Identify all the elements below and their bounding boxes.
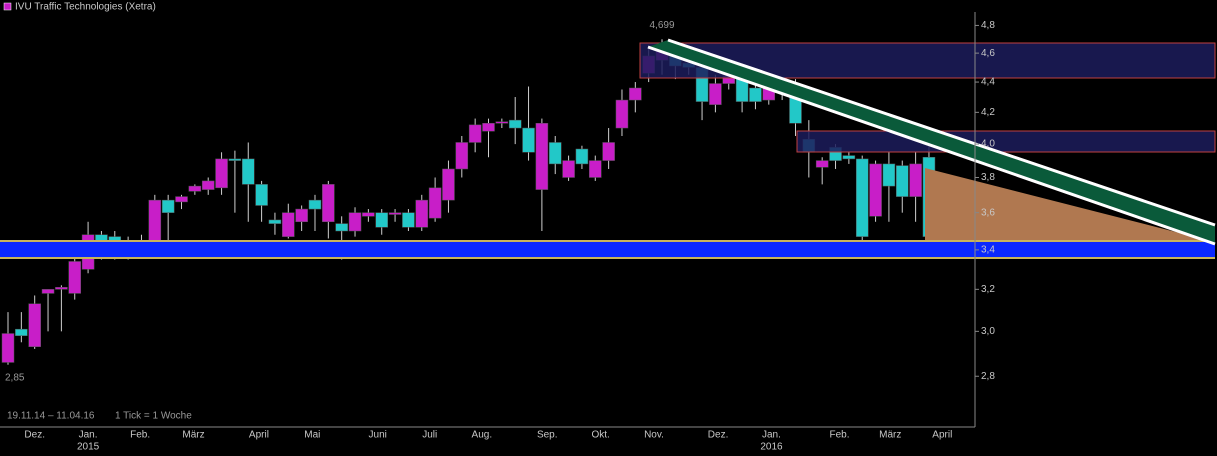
candle-body [335, 223, 348, 232]
candle-body [28, 303, 41, 347]
overlays [0, 38, 1216, 259]
candle-body [362, 212, 375, 217]
candle-body [215, 158, 228, 189]
candle-body [295, 208, 308, 223]
candle-body [575, 148, 589, 165]
chart-title: IVU Traffic Technologies (Xetra) [15, 2, 156, 13]
trend-channel [648, 40, 1215, 244]
candle-body [308, 199, 322, 210]
y-tick-label: 3,8 [981, 172, 995, 183]
candle-body [855, 158, 869, 237]
x-tick-label: März [879, 430, 901, 441]
candle-body [161, 199, 175, 213]
x-tick-label: Juli [422, 430, 437, 441]
candle-body [896, 165, 909, 197]
x-tick-label: April [932, 430, 952, 441]
candle-body [375, 212, 388, 228]
y-tick-label: 4,4 [981, 77, 995, 88]
y-tick-label: 4,2 [981, 107, 995, 118]
candle-body [468, 124, 482, 143]
y-tick-label: 3,6 [981, 207, 995, 218]
annotation: 4,699 [649, 20, 674, 31]
legend-swatch [3, 2, 12, 11]
year-label: 2015 [77, 442, 100, 453]
y-tick-label: 3,0 [981, 326, 995, 337]
candle-body [508, 119, 522, 129]
candle-body [188, 185, 202, 192]
y-tick-label: 2,8 [981, 371, 995, 382]
x-tick-label: Feb. [130, 430, 150, 441]
candle-body [68, 261, 81, 294]
triangle-area [925, 168, 1215, 242]
candle-body [629, 87, 642, 101]
x-tick-label: Jan. [79, 430, 98, 441]
x-tick-label: März [182, 430, 204, 441]
candle-body [562, 160, 575, 178]
candle-body [415, 199, 429, 228]
candle-body [268, 219, 282, 224]
period: 19.11.14 – 11.04.16 [7, 411, 95, 422]
y-tick-label: 4,0 [981, 139, 995, 150]
y-tick-label: 4,6 [981, 48, 995, 59]
candle-body [322, 184, 335, 223]
x-tick-label: Dez. [708, 430, 729, 441]
resistance-zone [796, 130, 1216, 153]
trend-line [647, 45, 1216, 246]
candle-body [548, 142, 562, 165]
x-tick-label: Okt. [591, 430, 609, 441]
x-tick-label: Juni [369, 430, 387, 441]
candle-body [749, 87, 762, 102]
candle-body [842, 155, 856, 160]
y-tick-label: 3,2 [981, 284, 995, 295]
candle-body [882, 163, 896, 187]
x-tick-label: Feb. [830, 430, 850, 441]
candle-body [255, 184, 268, 206]
candle-body [148, 199, 162, 241]
candle-body [1, 333, 15, 363]
x-tick-label: Aug. [472, 430, 493, 441]
candle-body [522, 127, 535, 153]
candle-body [55, 287, 68, 290]
x-tick-label: Dez. [24, 430, 45, 441]
trend-line [667, 38, 1216, 227]
candle-body [602, 142, 615, 161]
candle-body [455, 142, 469, 170]
candle-body [482, 123, 495, 132]
candle-body [388, 212, 402, 215]
x-tick-label: Mai [304, 430, 320, 441]
interval: 1 Tick = 1 Woche [115, 411, 192, 422]
x-tick-label: Sep. [537, 430, 558, 441]
candle-body [869, 163, 882, 217]
x-tick-label: Jan. [762, 430, 781, 441]
candle-body [589, 160, 602, 178]
annotation: 2,85 [5, 372, 25, 383]
candle-body [201, 180, 215, 190]
candle-body [41, 289, 55, 294]
candle-body [428, 187, 442, 219]
candle-body [282, 212, 295, 237]
year-label: 2016 [760, 442, 783, 453]
candle-body [615, 99, 629, 129]
candle-body [815, 160, 829, 168]
candle-body [242, 158, 255, 185]
candle-body [909, 163, 922, 197]
candle-body [535, 123, 549, 190]
candle-body [108, 236, 122, 241]
candle-body [228, 158, 242, 161]
candle-body [495, 121, 509, 124]
y-tick-label: 3,4 [981, 245, 995, 256]
y-tick-label: 4,8 [981, 20, 995, 31]
candle-body [175, 196, 188, 203]
x-tick-label: April [249, 430, 269, 441]
candle-body [402, 212, 415, 228]
candle-body [442, 168, 455, 201]
candle-body [348, 212, 362, 232]
candle-body [709, 83, 722, 105]
x-tick-label: Nov. [644, 430, 664, 441]
candle-body [15, 328, 28, 336]
support-band [0, 242, 1215, 258]
